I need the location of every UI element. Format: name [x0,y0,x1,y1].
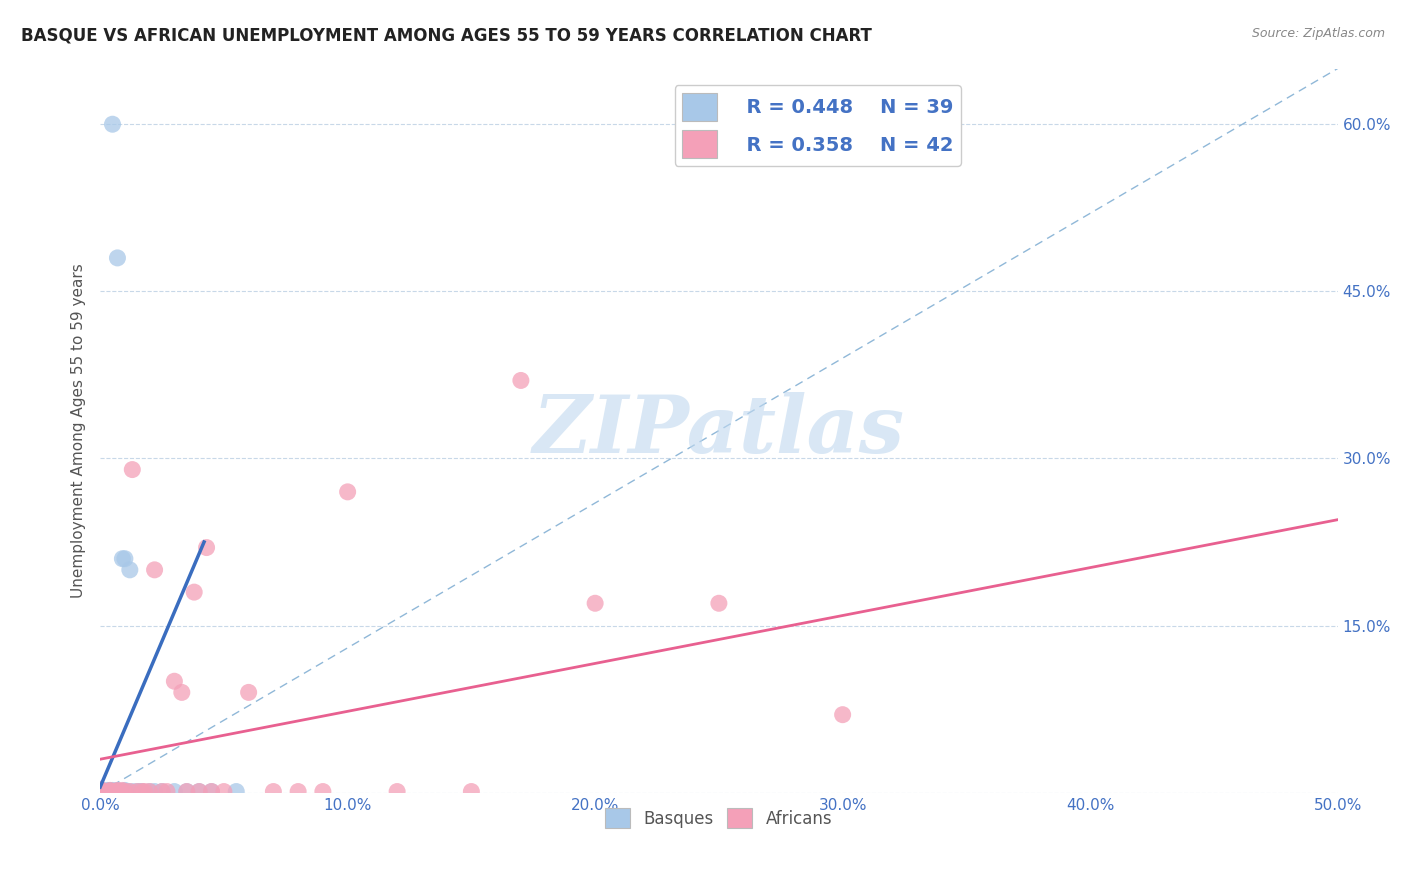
Text: BASQUE VS AFRICAN UNEMPLOYMENT AMONG AGES 55 TO 59 YEARS CORRELATION CHART: BASQUE VS AFRICAN UNEMPLOYMENT AMONG AGE… [21,27,872,45]
Point [163,674,186,689]
Point [107,783,129,797]
Point [108,784,131,798]
Point [143,563,166,577]
Point [170,685,193,699]
Point [176,784,198,798]
Point [89,783,111,797]
Point [101,117,124,131]
Point [131,784,153,798]
Point [104,784,127,798]
Point [127,784,149,798]
Point [138,784,160,798]
Point [89,784,111,798]
Point [111,551,134,566]
Point [509,374,531,388]
Point [89,786,111,800]
Point [163,784,186,798]
Point [156,784,179,798]
Point [89,782,111,797]
Point [200,784,222,798]
Point [107,251,129,265]
Point [117,784,139,798]
Point [89,786,111,800]
Point [89,786,111,800]
Point [114,551,136,566]
Point [107,783,129,797]
Point [94,784,117,798]
Point [143,784,166,798]
Point [287,784,309,798]
Point [89,786,111,800]
Point [96,784,118,798]
Point [150,784,173,798]
Point [96,784,118,798]
Point [121,784,143,798]
Point [89,783,111,797]
Point [385,784,408,798]
Point [96,783,118,797]
Text: Source: ZipAtlas.com: Source: ZipAtlas.com [1251,27,1385,40]
Point [176,784,198,798]
Point [89,784,111,798]
Y-axis label: Unemployment Among Ages 55 to 59 years: Unemployment Among Ages 55 to 59 years [72,263,86,598]
Point [114,783,136,797]
Point [101,784,124,798]
Point [200,784,222,798]
Point [94,786,117,800]
Point [89,782,111,797]
Point [98,783,121,797]
Point [118,784,141,798]
Point [150,784,173,798]
Point [127,784,149,798]
Point [89,786,111,800]
Point [138,784,160,798]
Point [89,786,111,800]
Point [831,707,853,722]
Point [134,784,156,798]
Point [118,563,141,577]
Point [98,784,121,798]
Point [101,784,124,798]
Point [89,784,111,798]
Point [460,784,482,798]
Legend: Basques, Africans: Basques, Africans [599,801,839,835]
Point [108,784,131,798]
Point [195,541,218,555]
Point [583,596,606,610]
Point [212,784,235,798]
Point [262,784,284,798]
Point [111,783,134,797]
Point [238,685,260,699]
Point [107,784,129,798]
Point [188,784,211,798]
Point [108,784,131,798]
Point [101,783,124,797]
Point [336,484,359,499]
Point [121,462,143,476]
Point [89,786,111,800]
Point [312,784,335,798]
Point [183,585,205,599]
Point [225,784,247,798]
Point [188,784,211,798]
Point [128,784,150,798]
Point [114,784,136,798]
Point [94,784,117,798]
Point [131,784,153,798]
Point [89,784,111,798]
Point [98,783,121,797]
Text: ZIPatlas: ZIPatlas [533,392,905,469]
Point [707,596,730,610]
Point [104,784,127,798]
